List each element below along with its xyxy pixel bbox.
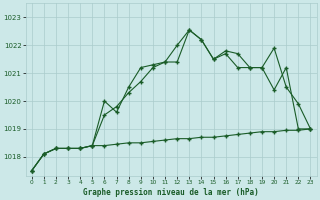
X-axis label: Graphe pression niveau de la mer (hPa): Graphe pression niveau de la mer (hPa) xyxy=(83,188,259,197)
